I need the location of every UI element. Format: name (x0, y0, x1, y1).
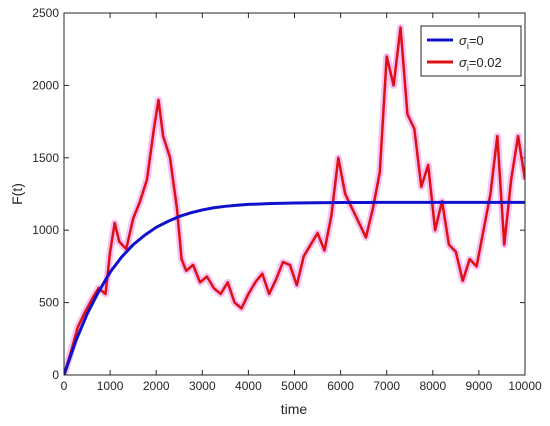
legend-label-sigma-0.02: σi=0.02 (459, 55, 502, 73)
x-tick-labels: 0 1000 2000 3000 4000 5000 6000 7000 8000 9000 100… (61, 379, 542, 393)
legend-label-sigma-0: σi=0 (459, 33, 484, 51)
plot-frame (63, 12, 526, 376)
x-tick-label: 5000 (281, 379, 308, 393)
y-tick-label: 2000 (32, 78, 59, 92)
x-tick-label: 1000 (97, 379, 124, 393)
series-layer (64, 23, 525, 375)
x-tick-label: 8000 (419, 379, 446, 393)
y-axis-label: F(t) (9, 183, 25, 205)
x-tick-label: 0 (61, 379, 68, 393)
series-sigma-0.02-line (64, 26, 525, 375)
y-tick-label: 0 (52, 368, 59, 382)
x-tick-label: 3000 (189, 379, 216, 393)
y-tick-label: 2500 (32, 6, 59, 20)
y-tick-label: 500 (39, 296, 59, 310)
x-tick-label: 10000 (508, 379, 542, 393)
y-tick-label: 1500 (32, 151, 59, 165)
x-tick-label: 2000 (143, 379, 170, 393)
x-tick-label: 4000 (235, 379, 262, 393)
legend: σi=0 σi=0.02 (420, 25, 522, 77)
series-sigma-0-line (64, 200, 525, 375)
y-tick-label: 1000 (32, 223, 59, 237)
legend-box (420, 25, 522, 77)
x-tick-label: 9000 (466, 379, 493, 393)
x-tick-label: 7000 (373, 379, 400, 393)
y-tick-labels: 0 500 1000 1500 2000 2500 (32, 6, 59, 382)
x-tick-label: 6000 (327, 379, 354, 393)
x-axis-label: time (281, 401, 308, 417)
